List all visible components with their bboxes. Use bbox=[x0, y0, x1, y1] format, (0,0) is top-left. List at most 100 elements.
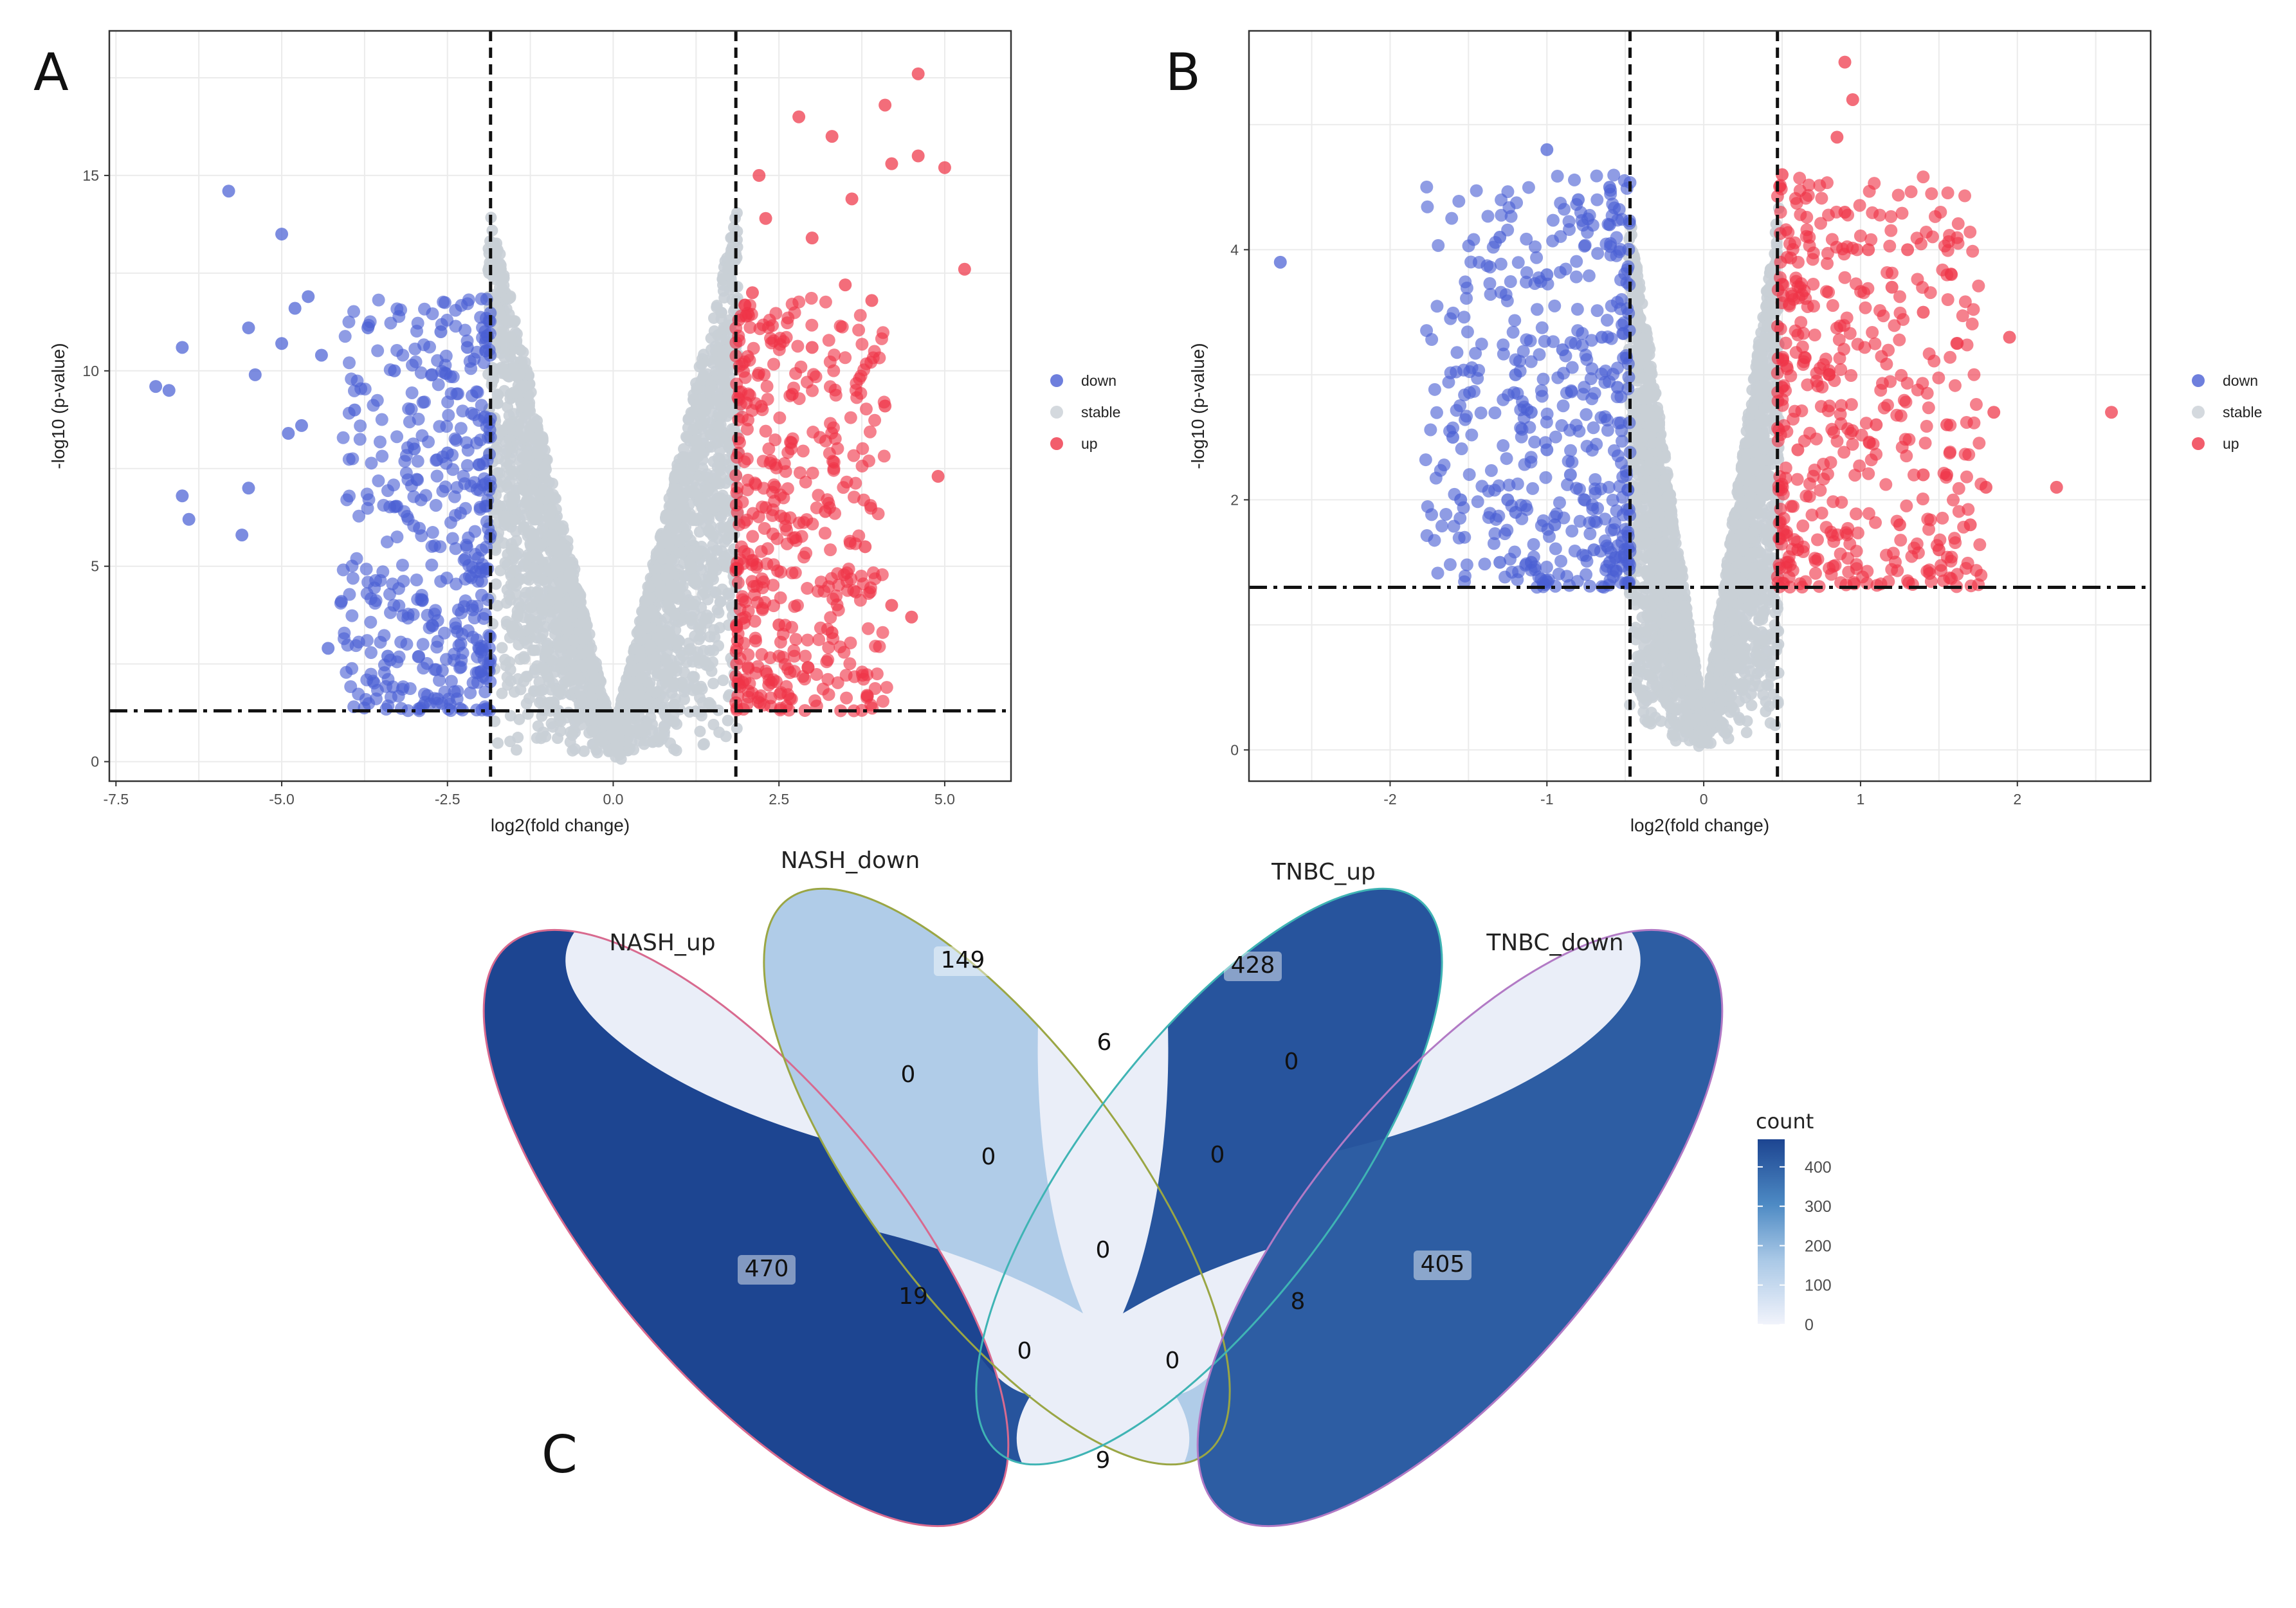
stable-point bbox=[528, 489, 540, 501]
stable-point bbox=[508, 494, 520, 507]
up-point bbox=[931, 469, 945, 483]
stable-point bbox=[491, 363, 503, 375]
down-point bbox=[437, 295, 450, 309]
down-point bbox=[390, 500, 404, 513]
up-point bbox=[853, 309, 867, 322]
stable-point bbox=[547, 529, 559, 541]
stable-point bbox=[560, 615, 572, 627]
down-point bbox=[454, 422, 468, 435]
down-point bbox=[302, 290, 315, 303]
up-point bbox=[761, 542, 774, 556]
up-point bbox=[808, 694, 822, 707]
down-point bbox=[430, 469, 444, 483]
stable-point bbox=[586, 692, 598, 704]
stable-point bbox=[557, 520, 569, 532]
stable-point bbox=[658, 720, 670, 732]
down-point bbox=[372, 474, 385, 487]
stable-point bbox=[510, 744, 522, 756]
down-point bbox=[400, 637, 414, 651]
up-point bbox=[781, 688, 795, 701]
stable-point bbox=[504, 710, 516, 722]
stable-point bbox=[1760, 705, 1772, 718]
down-point bbox=[450, 433, 463, 447]
down-point bbox=[448, 509, 462, 522]
stable-point bbox=[675, 493, 688, 505]
stable-point bbox=[705, 332, 717, 345]
up-point bbox=[805, 291, 818, 305]
stable-point bbox=[677, 580, 689, 592]
up-point bbox=[876, 694, 889, 708]
stable-point bbox=[687, 656, 699, 668]
up-point bbox=[938, 161, 951, 174]
up-point bbox=[805, 318, 819, 332]
down-point bbox=[275, 228, 289, 241]
up-point bbox=[840, 691, 853, 705]
down-point bbox=[342, 453, 356, 466]
stable-point bbox=[706, 665, 718, 677]
up-point bbox=[855, 338, 869, 351]
down-point bbox=[379, 702, 393, 716]
x-tick-label: 5.0 bbox=[934, 791, 955, 808]
stable-point bbox=[705, 546, 717, 558]
up-point bbox=[750, 561, 763, 574]
down-point bbox=[475, 292, 488, 305]
down-point bbox=[343, 356, 356, 370]
stable-point bbox=[540, 730, 552, 743]
down-point bbox=[432, 378, 445, 392]
up-point bbox=[806, 518, 819, 531]
up-point bbox=[834, 640, 847, 654]
down-point bbox=[322, 642, 335, 655]
stable-point bbox=[680, 521, 692, 533]
stable-point bbox=[700, 484, 713, 496]
up-point bbox=[751, 368, 765, 382]
down-point bbox=[242, 482, 255, 495]
stable-point bbox=[683, 465, 695, 478]
down-point bbox=[288, 302, 302, 315]
down-point bbox=[474, 433, 487, 447]
stable-point bbox=[494, 248, 506, 260]
up-point bbox=[834, 320, 847, 333]
down-point bbox=[433, 420, 446, 433]
stable-point bbox=[566, 729, 578, 741]
down-point bbox=[477, 411, 491, 424]
up-point bbox=[880, 681, 893, 694]
down-point bbox=[464, 686, 477, 700]
stable-point bbox=[549, 666, 561, 678]
up-point bbox=[885, 599, 898, 612]
down-point bbox=[372, 293, 385, 307]
stable-point bbox=[576, 694, 588, 707]
stable-point bbox=[525, 601, 537, 613]
up-point bbox=[805, 341, 819, 354]
down-point bbox=[360, 634, 374, 647]
legend-key-down bbox=[1050, 374, 1063, 387]
stable-point bbox=[611, 718, 623, 730]
down-point bbox=[426, 526, 439, 539]
stable-point bbox=[526, 419, 538, 431]
stable-point bbox=[688, 574, 700, 586]
down-point bbox=[352, 509, 366, 523]
stable-point bbox=[662, 538, 675, 550]
up-point bbox=[732, 673, 745, 686]
up-point bbox=[861, 622, 875, 635]
up-point bbox=[866, 701, 879, 715]
stable-point bbox=[666, 498, 678, 510]
up-point bbox=[876, 626, 889, 639]
down-point bbox=[345, 609, 359, 622]
down-point bbox=[390, 530, 404, 544]
down-point bbox=[377, 498, 390, 512]
stable-point bbox=[679, 474, 691, 487]
stable-point bbox=[573, 712, 585, 725]
stable-point bbox=[531, 444, 543, 456]
down-point bbox=[383, 363, 397, 377]
y-axis-title: -log10 (p-value) bbox=[48, 343, 68, 469]
legend-key-stable bbox=[1050, 406, 1063, 419]
down-point bbox=[295, 419, 308, 432]
up-point bbox=[756, 500, 769, 514]
down-point bbox=[412, 412, 425, 426]
up-point bbox=[852, 323, 866, 337]
up-point bbox=[745, 286, 759, 300]
up-point bbox=[732, 432, 745, 446]
down-point bbox=[406, 608, 420, 621]
up-point bbox=[801, 582, 814, 595]
stable-point bbox=[633, 624, 645, 637]
